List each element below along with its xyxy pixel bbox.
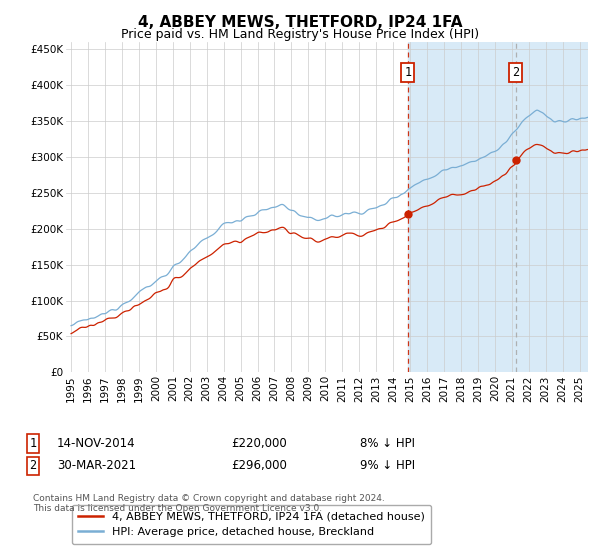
Text: Price paid vs. HM Land Registry's House Price Index (HPI): Price paid vs. HM Land Registry's House … [121, 28, 479, 41]
Text: 1: 1 [404, 66, 412, 78]
Text: Contains HM Land Registry data © Crown copyright and database right 2024.
This d: Contains HM Land Registry data © Crown c… [33, 494, 385, 514]
Text: £220,000: £220,000 [231, 437, 287, 450]
Text: 2: 2 [512, 66, 520, 78]
Text: 14-NOV-2014: 14-NOV-2014 [57, 437, 136, 450]
Text: £296,000: £296,000 [231, 459, 287, 473]
Bar [408, 42, 600, 372]
Text: 4, ABBEY MEWS, THETFORD, IP24 1FA: 4, ABBEY MEWS, THETFORD, IP24 1FA [138, 15, 462, 30]
Text: 8% ↓ HPI: 8% ↓ HPI [360, 437, 415, 450]
Text: 30-MAR-2021: 30-MAR-2021 [57, 459, 136, 473]
Legend: 4, ABBEY MEWS, THETFORD, IP24 1FA (detached house), HPI: Average price, detached: 4, ABBEY MEWS, THETFORD, IP24 1FA (detac… [71, 505, 431, 544]
Text: 2: 2 [29, 459, 37, 473]
Text: 9% ↓ HPI: 9% ↓ HPI [360, 459, 415, 473]
Text: 1: 1 [29, 437, 37, 450]
